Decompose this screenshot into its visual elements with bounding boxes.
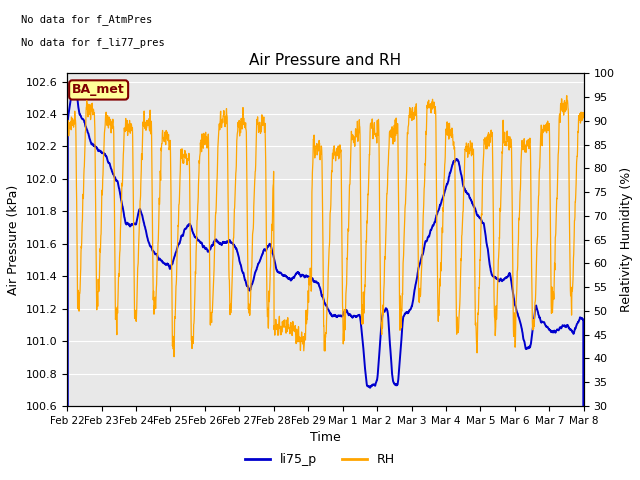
Text: No data for f_li77_pres: No data for f_li77_pres xyxy=(20,37,164,48)
li75_p xyxy=(351,313,359,319)
RH xyxy=(207,315,215,321)
RH xyxy=(563,93,571,98)
li75_p xyxy=(207,243,215,249)
li75_p xyxy=(476,215,483,220)
X-axis label: Time: Time xyxy=(310,431,341,444)
RH xyxy=(351,127,359,132)
li75_p xyxy=(549,329,557,335)
Text: BA_met: BA_met xyxy=(72,84,125,96)
Title: Air Pressure and RH: Air Pressure and RH xyxy=(250,53,401,68)
Line: li75_p: li75_p xyxy=(67,84,584,480)
RH xyxy=(170,354,178,360)
RH xyxy=(580,115,588,121)
Text: No data for f_AtmPres: No data for f_AtmPres xyxy=(20,13,152,24)
RH xyxy=(549,305,557,311)
Line: RH: RH xyxy=(67,96,584,357)
RH xyxy=(534,202,542,208)
Y-axis label: Air Pressure (kPa): Air Pressure (kPa) xyxy=(7,185,20,295)
RH xyxy=(340,330,348,336)
li75_p xyxy=(70,82,78,87)
li75_p xyxy=(340,310,348,316)
li75_p xyxy=(534,312,542,317)
Y-axis label: Relativity Humidity (%): Relativity Humidity (%) xyxy=(620,167,633,312)
Legend: li75_p, RH: li75_p, RH xyxy=(240,448,400,471)
RH xyxy=(63,341,71,347)
RH xyxy=(476,282,483,288)
